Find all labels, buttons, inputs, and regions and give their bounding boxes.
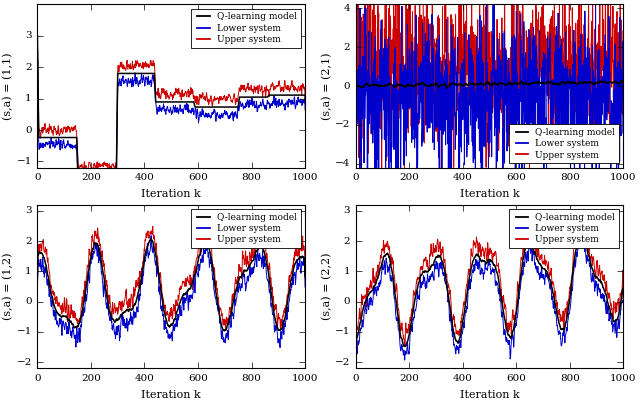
Legend: Q-learning model, Lower system, Upper system: Q-learning model, Lower system, Upper sy… bbox=[509, 209, 619, 248]
Y-axis label: (s,a) = (1,1): (s,a) = (1,1) bbox=[3, 52, 13, 120]
Legend: Q-learning model, Lower system, Upper system: Q-learning model, Lower system, Upper sy… bbox=[191, 209, 301, 248]
X-axis label: Iteration k: Iteration k bbox=[460, 390, 520, 400]
Y-axis label: (s,a) = (1,2): (s,a) = (1,2) bbox=[3, 253, 13, 320]
X-axis label: Iteration k: Iteration k bbox=[141, 390, 201, 400]
X-axis label: Iteration k: Iteration k bbox=[460, 189, 520, 199]
Y-axis label: (s,a) = (2,2): (s,a) = (2,2) bbox=[322, 253, 332, 320]
X-axis label: Iteration k: Iteration k bbox=[141, 189, 201, 199]
Legend: Q-learning model, Lower system, Upper system: Q-learning model, Lower system, Upper sy… bbox=[509, 125, 619, 163]
Legend: Q-learning model, Lower system, Upper system: Q-learning model, Lower system, Upper sy… bbox=[191, 9, 301, 48]
Y-axis label: (s,a) = (2,1): (s,a) = (2,1) bbox=[322, 52, 332, 120]
